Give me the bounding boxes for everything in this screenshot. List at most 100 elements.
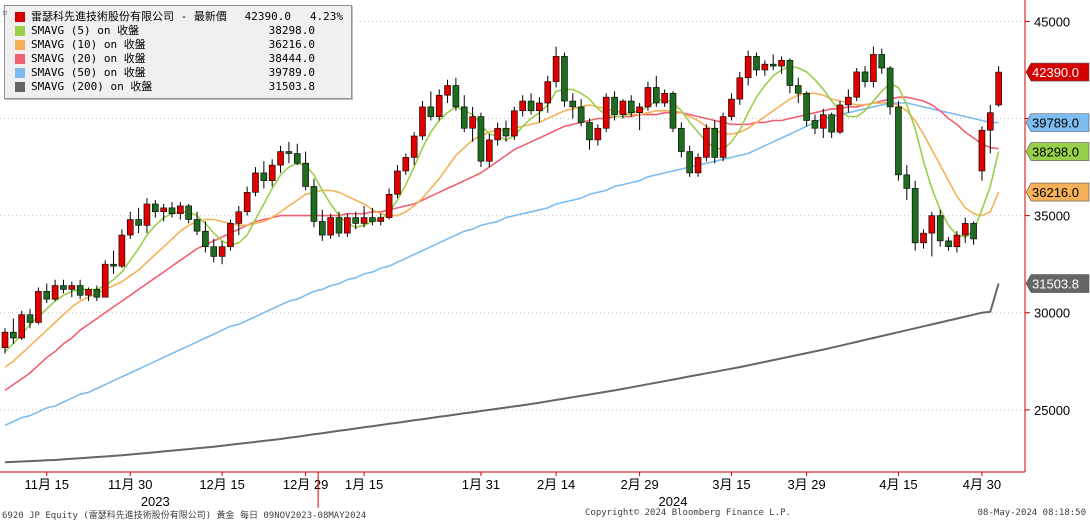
candle-body <box>636 106 643 114</box>
sma10-swatch-icon <box>15 40 25 50</box>
candle-body <box>903 174 911 189</box>
candle-body <box>552 56 560 82</box>
candle-body <box>619 100 627 115</box>
candle-body <box>678 127 685 152</box>
candle-body <box>260 172 268 181</box>
price-swatch-icon <box>15 12 25 22</box>
x-tick-label: 1月 31 <box>462 477 500 492</box>
candle-body <box>953 234 961 248</box>
candle-body <box>527 100 535 112</box>
candle-body <box>577 106 585 123</box>
chart-legend: ▫ 雷瑟科先進技術股份有限公司 - 最新價 42390.0 4.23% SMAV… <box>2 5 352 99</box>
sma5-swatch-icon <box>15 26 25 36</box>
candle-body <box>26 314 34 323</box>
x-year-label: 2024 <box>659 494 688 509</box>
moving-average-lines <box>4 65 1000 464</box>
price-tag-text: 42390.0 <box>1032 65 1079 80</box>
legend-name: SMAVG (200) on 收盤 <box>31 80 153 93</box>
x-tick-label: 3月 15 <box>712 477 750 492</box>
candle-body <box>477 116 485 162</box>
candle-body <box>511 110 518 137</box>
candle-body <box>794 85 802 94</box>
candle-body <box>369 217 376 222</box>
candle-body <box>252 172 259 193</box>
legend-name: SMAVG (50) on 收盤 <box>31 66 146 79</box>
x-tick-label: 2月 14 <box>537 477 575 492</box>
candle-body <box>452 85 460 108</box>
legend-row-sma50: SMAVG (50) on 收盤 39789.0 <box>5 66 351 80</box>
candle-body <box>886 67 894 108</box>
x-tick-label: 11月 30 <box>108 477 153 492</box>
candle-body <box>202 230 209 248</box>
x-tick-label: 12月 29 <box>283 477 329 492</box>
candle-body <box>485 139 493 162</box>
candle-body <box>51 285 59 300</box>
candle-body <box>778 59 785 67</box>
candle-body <box>101 263 109 298</box>
candle-body <box>143 203 151 226</box>
candle-body <box>703 127 710 158</box>
candle-body <box>594 127 602 141</box>
candle-body <box>193 219 201 232</box>
candle-body <box>611 96 618 115</box>
candle-body <box>644 87 652 108</box>
candle-body <box>293 153 301 164</box>
price-tag: 38298.0 <box>1025 142 1090 161</box>
candle-body <box>360 217 368 224</box>
price-tag: 39789.0 <box>1025 113 1090 132</box>
candle-body <box>769 63 777 67</box>
candle-body <box>444 85 451 96</box>
candle-body <box>344 217 351 234</box>
legend-change-pct: 4.23% <box>309 10 343 23</box>
legend-name: SMAVG (20) on 收盤 <box>31 52 146 65</box>
candle-body <box>35 291 42 323</box>
candle-body <box>43 291 51 300</box>
candle-body <box>427 106 435 117</box>
candle-body <box>435 94 443 117</box>
candle-body <box>945 240 952 248</box>
candle-body <box>110 263 117 267</box>
candle-body <box>93 289 101 298</box>
candle-body <box>828 114 835 133</box>
candle-body <box>1 331 9 349</box>
candle-body <box>986 112 994 131</box>
price-tag: 31503.8 <box>1025 274 1090 293</box>
candle-body <box>318 221 326 236</box>
candle-body <box>995 71 1002 106</box>
legend-value: 39789.0 <box>268 66 315 79</box>
price-labels: 42390.0 39789.0 38298.0 36216.0 31503.8 <box>1025 62 1090 293</box>
candle-body <box>561 56 568 102</box>
y-tick-label: 30000 <box>1034 306 1070 321</box>
candle-body <box>227 223 234 248</box>
candle-body <box>76 285 84 296</box>
ma-line-smavg-10-on- <box>4 92 1000 368</box>
candle-body <box>352 217 360 224</box>
footer-timestamp: 08-May-2024 08:18:50 <box>977 508 1086 518</box>
candle-body <box>235 211 243 224</box>
ma-line-smavg-50-on- <box>4 102 999 427</box>
price-tag-box <box>1025 113 1090 132</box>
candle-body <box>302 162 309 187</box>
y-tick-label: 25000 <box>1034 403 1070 418</box>
price-tag-box <box>1025 62 1090 82</box>
legend-collapse-icon[interactable]: ▫ <box>2 8 8 18</box>
y-tick-label: 45000 <box>1034 14 1070 29</box>
footer-security-info: 6920 JP Equity (雷瑟科先進技術股份有限公司) 黃金 每日 09N… <box>2 511 367 521</box>
candle-body <box>168 207 176 214</box>
candle-body <box>460 106 468 129</box>
price-tag-box <box>1025 182 1090 202</box>
candle-body <box>753 56 760 71</box>
candle-body <box>652 87 660 104</box>
candle-body <box>335 217 343 234</box>
price-tag-text: 39789.0 <box>1032 116 1079 131</box>
candle-body <box>627 100 635 114</box>
candle-body <box>686 151 694 174</box>
candle-body <box>544 81 552 104</box>
candle-body <box>285 151 293 154</box>
candle-body <box>970 223 977 240</box>
legend-row-sma200: SMAVG (200) on 收盤 31503.8 <box>5 80 351 94</box>
candle-body <box>135 219 142 226</box>
candle-body <box>936 215 944 242</box>
